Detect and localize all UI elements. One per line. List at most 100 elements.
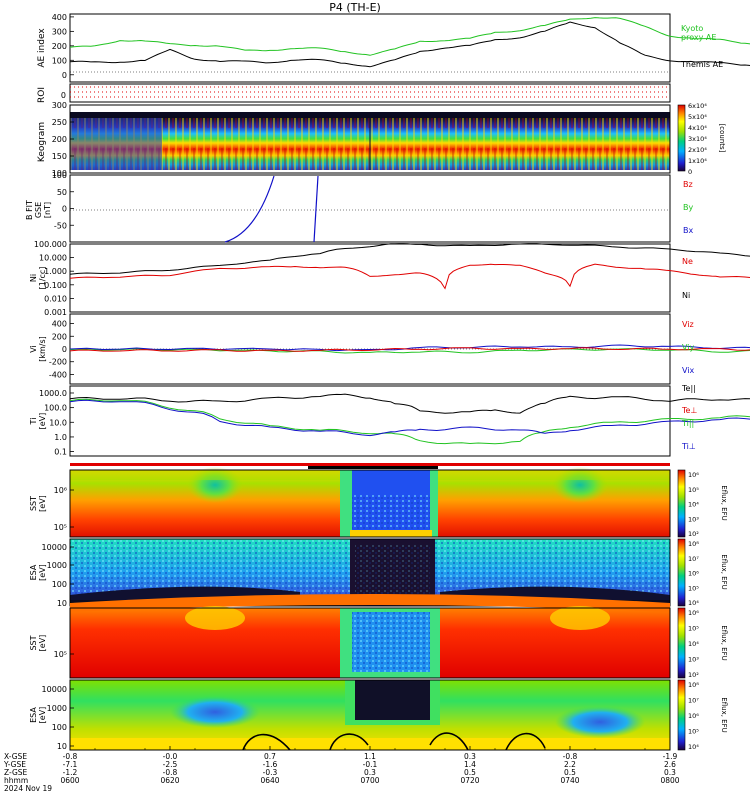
esa-ion-colorbar-tick: 10⁷ (688, 555, 699, 563)
ti-perpendicular-line (69, 399, 750, 437)
sst-ion-ylabel-line: [eV] (38, 495, 47, 512)
status-bar-black (308, 466, 438, 469)
keogram-tick-label: 250 (52, 118, 67, 127)
roi-ylabel: ROI (37, 87, 47, 103)
temperature-tick-label: 0.1 (54, 448, 67, 457)
panel-esa-ion: 10 100 1000 10000 ESA [eV] 10⁴ 10⁵ 10⁶ 10⁷ 10⁸ E… (29, 538, 728, 608)
panel-velocity: -400 -200 0 200 400 Vi [km/s] Viz Viy Vix (29, 313, 750, 385)
ti-parallel-line (69, 398, 750, 445)
time-axis-y-value: -7.1 (63, 760, 78, 769)
status-bar-red (70, 463, 670, 466)
time-axis-z-value: -1.2 (63, 768, 78, 777)
ae-series (69, 17, 750, 68)
esa-ion-colorbar-tick: 10⁸ (688, 540, 699, 548)
legend-ti-perp: Ti⊥ (681, 442, 696, 451)
ae-tick-labels: 0 100 200 300 400 (52, 13, 74, 80)
sst-ion-tick-labels: 10⁵ 10⁶ (54, 486, 74, 532)
time-axis-x-value: -0.8 (63, 752, 78, 761)
keogram-tick-label: 200 (52, 135, 67, 144)
plot-title: P4 (TH-E) (329, 1, 381, 14)
time-axis-y-value: -2.5 (163, 760, 178, 769)
esa-elec-tick-label: 10000 (42, 685, 67, 694)
sst-elec-colorbar-tick: 10² (688, 671, 699, 679)
density-ylabel-line: Ni (29, 274, 38, 282)
ae-ylabel: AE index (37, 28, 47, 68)
legend-kyoto-line2: proxy AE (681, 33, 716, 42)
time-axis-row-label: X-GSE (4, 752, 27, 761)
esa-ion-tick-label: 1000 (47, 561, 67, 570)
bx-jump-segment (313, 175, 319, 243)
keogram-ylabel: Keogram (37, 122, 47, 162)
velocity-tick-label: -200 (49, 358, 67, 367)
esa-elec-colorbar-tick: 10⁶ (688, 712, 699, 720)
viz-line (69, 347, 750, 352)
esa-ion-colorbar-tick: 10⁵ (688, 584, 699, 592)
panel-sst-electron: 10⁵ SST [eV] 10² 10³ 10⁴ 10⁵ 10⁶ Eflux, EFU (29, 594, 728, 679)
sst-elec-ylabel-line: [eV] (38, 635, 47, 652)
velocity-tick-label: -400 (49, 370, 67, 379)
time-axis-z-value: 0.5 (564, 768, 576, 777)
keogram-colorbar-unit: [counts] (718, 124, 726, 153)
legend-te-perp: Te⊥ (681, 406, 697, 415)
sst-ion-ylabel: SST [eV] (29, 495, 47, 512)
time-axis-y-value: -0.1 (363, 760, 378, 769)
ae-tick-label: 200 (52, 42, 67, 51)
bfit-tick-labels: -50 0 50 100 (52, 171, 74, 230)
sst-elec-colorbar-tick: 10⁶ (688, 609, 699, 617)
temperature-ylabel-line: Ti (29, 418, 38, 426)
density-tick-labels: 0.001 0.010 0.100 1.000 10.000 100.000 (34, 240, 74, 317)
sst-ion-colorbar-tick: 10⁴ (688, 501, 699, 509)
density-ylabel: Ni [1/cc] (29, 267, 47, 290)
time-axis-z-value: 0.3 (664, 768, 676, 777)
velocity-ylabel-line: [km/s] (38, 336, 47, 362)
temperature-tick-label: 1000.0 (39, 389, 67, 398)
roi-tick-label: 0 (61, 91, 66, 100)
sst-electron-tick-labels: 10⁵ (54, 650, 74, 659)
bfit-ylabel-line: GSE (34, 202, 43, 218)
keogram-tick-labels: 100 150 200 250 300 (52, 101, 74, 178)
ae-tick-label: 300 (52, 27, 67, 36)
esa-elec-tick-label: 100 (52, 723, 67, 732)
legend-ti-par: Ti|| (681, 419, 694, 428)
legend-themis-ae: Themis AE (680, 60, 723, 69)
sst-electron-colorbar-unit: Eflux, EFU (720, 625, 728, 660)
panel-temperature: 0.1 1.0 10.0 100.0 1000.0 Ti [eV] Te|| Te⊥ Ti… (29, 384, 750, 457)
time-axis-z-value: 0.3 (364, 768, 376, 777)
esa-ion-ylabel-line: [eV] (38, 564, 47, 581)
time-axis-t-value: 0800 (660, 776, 679, 785)
legend-vix: Vix (682, 366, 695, 375)
esa-ion-colorbar-tick: 10⁴ (688, 599, 699, 607)
legend-kyoto-line1: Kyoto (681, 24, 703, 33)
legend-by: By (683, 203, 693, 212)
time-axis-row-label: 2024 Nov 19 (4, 784, 52, 793)
keogram-tick-label: 300 (52, 101, 67, 110)
keogram-colorbar-tick: 2x10⁴ (688, 146, 707, 154)
keogram-colorbar-tick: 0 (688, 168, 692, 176)
sst-elec-tick-label: 10⁵ (54, 650, 67, 659)
time-axis-t-value: 0600 (60, 776, 79, 785)
sst-ion-colorbar-tick: 10⁵ (688, 486, 699, 494)
esa-ion-colorbar-ticks: 10⁴ 10⁵ 10⁶ 10⁷ 10⁸ (688, 540, 699, 607)
time-axis-x-value: -1.9 (663, 752, 678, 761)
bfit-tick-label: 50 (57, 188, 67, 197)
esa-ion-colorbar-tick: 10⁶ (688, 570, 699, 578)
legend-ni: Ni (682, 291, 690, 300)
esa-elec-ylabel-line: [eV] (38, 707, 47, 724)
temperature-series (69, 393, 750, 445)
sst-elec-ylabel-line: SST (29, 635, 38, 650)
bfit-tick-label: 100 (52, 171, 67, 180)
esa-electron-colorbar-ticks: 10⁴ 10⁵ 10⁶ 10⁷ 10⁸ (688, 681, 699, 751)
electron-energy-boundary (242, 732, 546, 751)
esa-ion-tick-label: 10000 (42, 543, 67, 552)
time-axis-x-value: 0.3 (464, 752, 476, 761)
legend-bz: Bz (683, 180, 693, 189)
time-axis-y-value: 2.6 (664, 760, 676, 769)
bx-curve-segment (224, 175, 275, 243)
density-tick-label: 1.000 (44, 267, 67, 276)
esa-ion-tick-label: 100 (52, 580, 67, 589)
esa-elec-tick-label: 10 (57, 742, 67, 751)
density-tick-label: 0.001 (44, 308, 67, 317)
keogram-colorbar (677, 104, 686, 172)
keogram-colorbar-tick: 5x10⁴ (688, 113, 707, 121)
